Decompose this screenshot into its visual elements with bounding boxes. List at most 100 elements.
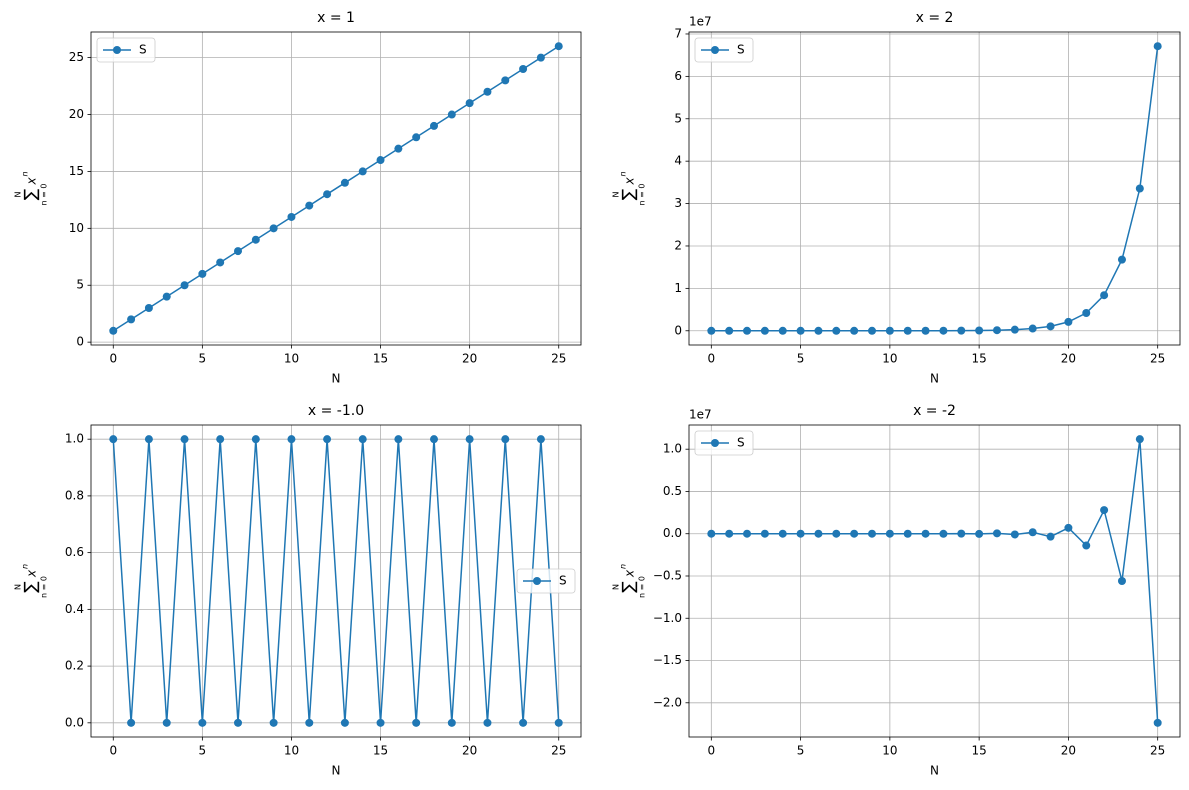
data-point	[554, 718, 563, 727]
data-point	[992, 326, 1001, 335]
data-point	[519, 718, 528, 727]
x-axis-label: N	[930, 764, 939, 778]
legend-label: S	[737, 43, 745, 57]
y-label-exp: n	[21, 564, 30, 569]
y-offset-label: 1e7	[689, 408, 712, 422]
axes-frame	[90, 31, 582, 346]
y-tick-label: 1	[674, 281, 682, 295]
data-point	[394, 144, 403, 153]
data-point	[814, 326, 823, 335]
series-line	[112, 45, 560, 332]
y-label-exp: n	[619, 171, 628, 176]
x-tick-label: 20	[462, 352, 477, 366]
data-point	[234, 247, 242, 256]
plot-area	[109, 42, 563, 335]
legend: S	[694, 37, 754, 63]
data-point	[144, 435, 153, 444]
subplot-title: x = 2	[916, 10, 954, 26]
data-point	[269, 718, 278, 727]
data-point	[1082, 308, 1091, 317]
data-point	[921, 529, 930, 538]
data-point	[760, 529, 769, 538]
y-tick-label: 3	[674, 196, 682, 210]
legend-label: S	[139, 43, 147, 57]
data-point	[412, 133, 421, 142]
y-label-exp: n	[21, 171, 30, 176]
subplot: 0 5 10 15 20 250.00.20.40.60.81.0x = -1.0N∑N n…	[14, 403, 582, 778]
subplot-title: x = 1	[317, 10, 355, 26]
data-point	[1010, 325, 1019, 334]
data-point	[1064, 523, 1073, 532]
data-point	[198, 718, 207, 727]
data-point	[1046, 532, 1055, 541]
data-point	[921, 326, 930, 335]
x-tick-label: 15	[373, 744, 388, 758]
x-tick-label: 5	[199, 352, 207, 366]
y-tick-label: 0	[674, 323, 682, 337]
data-point	[992, 529, 1001, 538]
y-tick-label: 20	[69, 107, 84, 121]
data-point	[743, 529, 752, 538]
data-point	[957, 326, 966, 335]
data-point	[430, 121, 438, 130]
data-point	[358, 435, 367, 444]
y-label-base: x	[25, 177, 39, 186]
legend-label: S	[559, 574, 567, 588]
y-tick-label: 0.8	[65, 488, 84, 502]
x-tick-label: 0	[707, 352, 715, 366]
data-point	[554, 42, 563, 51]
x-tick-label: 15	[971, 352, 986, 366]
x-tick-label: 0	[109, 744, 117, 758]
y-tick-label: −1.0	[653, 611, 682, 625]
data-point	[447, 110, 456, 119]
data-point	[868, 529, 877, 538]
data-point	[536, 53, 545, 62]
x-tick-label: 25	[1150, 352, 1165, 366]
legend: S	[516, 568, 576, 594]
data-point	[447, 718, 456, 727]
subplot-title: x = -2	[913, 403, 956, 419]
y-tick-label: −1.5	[653, 653, 682, 667]
data-point	[430, 435, 438, 444]
data-point	[340, 178, 349, 187]
data-point	[198, 269, 207, 278]
data-point	[287, 212, 296, 221]
data-point	[376, 718, 385, 727]
x-axis-label: N	[930, 372, 939, 386]
data-point	[939, 326, 948, 335]
data-point	[850, 326, 859, 335]
x-tick-label: 5	[797, 744, 805, 758]
data-point	[216, 435, 225, 444]
y-tick-label: 7	[674, 26, 682, 40]
y-axis-label: ∑N n = 0xn	[14, 564, 49, 598]
x-tick-label: 0	[109, 352, 117, 366]
y-label-base: x	[623, 569, 637, 578]
y-tick-label: 10	[69, 221, 84, 235]
data-point	[501, 435, 510, 444]
y-tick-label: 1.0	[663, 442, 682, 456]
y-tick-label: 5	[674, 111, 682, 125]
data-point	[707, 326, 716, 335]
y-label-base: x	[25, 569, 39, 578]
x-tick-label: 25	[551, 352, 566, 366]
data-point	[1100, 506, 1109, 515]
data-point	[1064, 317, 1073, 326]
plot-area	[707, 435, 1162, 727]
data-point	[1082, 541, 1091, 550]
y-tick-label: 0.0	[65, 715, 84, 729]
y-label-upper: N	[612, 584, 621, 590]
data-point	[1028, 324, 1037, 333]
y-tick-label: 0.6	[65, 545, 84, 559]
data-point	[850, 529, 859, 538]
axes-frame	[688, 31, 1181, 346]
legend-marker	[711, 46, 719, 54]
data-point	[814, 529, 823, 538]
axes-frame	[688, 424, 1181, 738]
data-point	[975, 529, 984, 538]
x-tick-label: 0	[707, 744, 715, 758]
data-point	[1135, 435, 1144, 444]
y-axis-label: ∑N n = 0xn	[14, 171, 49, 205]
data-point	[903, 326, 912, 335]
data-point	[885, 326, 894, 335]
